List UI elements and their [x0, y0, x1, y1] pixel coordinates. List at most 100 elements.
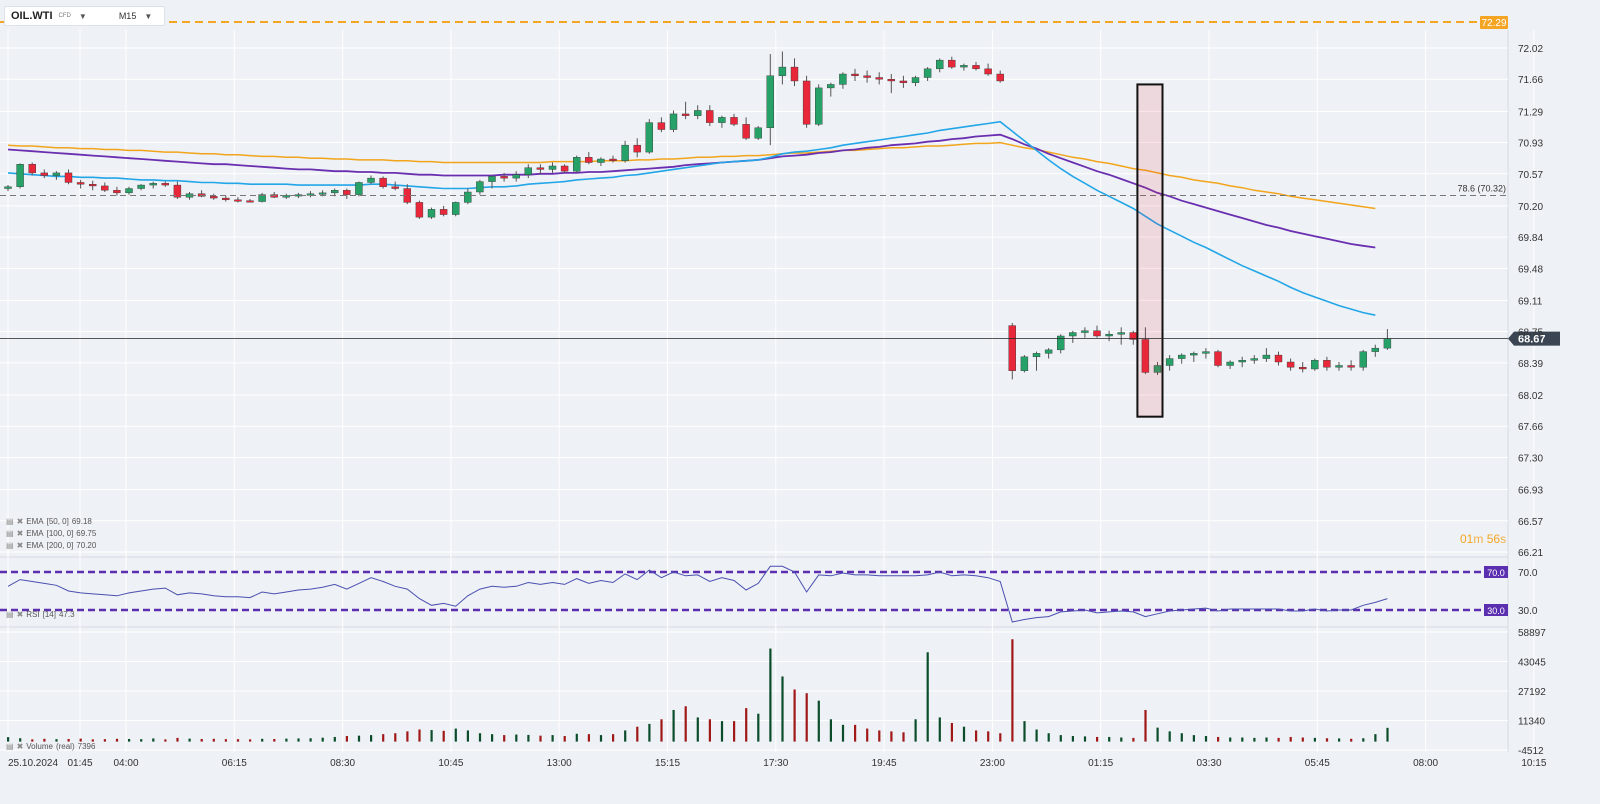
time-tick-label: 03:30: [1196, 758, 1221, 769]
rsi-panel: 70.0 30.0: [0, 565, 1508, 623]
candle-bearish: [1274, 354, 1283, 363]
volume-panel: [7, 639, 1389, 742]
candle-bullish: [1226, 361, 1234, 366]
candle-bearish: [1323, 360, 1331, 368]
volume-bar-bullish: [1071, 736, 1074, 742]
candle-bearish: [1093, 330, 1101, 337]
candle-bearish: [887, 79, 895, 82]
settings-icon[interactable]: ▤: [6, 610, 14, 619]
candle-bullish: [766, 75, 774, 129]
legend-ema100-params: [100, 0]: [46, 529, 74, 538]
volume-bar-bearish: [406, 731, 409, 742]
volume-bar-bearish: [987, 731, 990, 742]
candle-bullish: [923, 68, 932, 78]
volume-bar-bearish: [1011, 639, 1014, 742]
candle-bullish: [137, 184, 145, 189]
volume-bar-bearish: [902, 732, 905, 742]
volume-bar-bearish: [1217, 736, 1220, 742]
candlesticks: [4, 51, 1392, 380]
legend-rsi-params: [14]: [42, 610, 56, 619]
volume-bar-bearish: [636, 726, 639, 742]
volume-bar-bearish: [115, 738, 119, 742]
candle-bullish: [1359, 351, 1367, 368]
price-tick-label: 66.57: [1518, 517, 1543, 528]
legend-ema50[interactable]: ▤ ✖ EMA [50, 0] 69.18: [6, 517, 92, 526]
volume-bar-bearish: [224, 739, 227, 742]
candle-bearish: [972, 65, 980, 70]
legend-ema100[interactable]: ▤ ✖ EMA [100, 0] 69.75: [6, 529, 96, 538]
legend-volume[interactable]: ▤ ✖ Volume (real) 7396: [6, 742, 95, 751]
legend-ema200-value: 70.20: [76, 541, 97, 550]
volume-bar-bullish: [1386, 727, 1389, 742]
price-tick-label: 69.84: [1518, 233, 1543, 244]
rsi-oversold-badge-label: 30.0: [1487, 606, 1505, 616]
timeframe-select[interactable]: M15: [118, 11, 137, 21]
symbol-dropdown-icon[interactable]: ▼: [78, 11, 87, 21]
remove-icon[interactable]: ✖: [16, 610, 24, 619]
remove-icon[interactable]: ✖: [16, 529, 24, 538]
price-tick-label: 69.11: [1518, 296, 1543, 307]
volume-bar-bearish: [745, 708, 748, 742]
candle-bearish: [76, 182, 85, 185]
candle-bearish: [173, 184, 182, 198]
highlight-box: [1136, 83, 1164, 418]
volume-bar-bearish: [539, 735, 542, 742]
settings-icon[interactable]: ▤: [6, 529, 14, 538]
candle-bullish: [318, 192, 327, 195]
volume-bar-bullish: [454, 728, 457, 742]
candle-bullish: [778, 66, 787, 76]
candle-bearish: [439, 209, 448, 215]
volume-bar-bullish: [1229, 737, 1232, 742]
time-tick-label: 10:15: [1521, 758, 1546, 769]
volume-bar-bullish: [841, 724, 845, 742]
candle-bearish: [1286, 361, 1295, 368]
candle-bearish: [101, 185, 109, 191]
candle-bullish: [355, 182, 363, 195]
candle-bearish: [536, 167, 545, 170]
candle-bearish: [863, 75, 871, 78]
volume-bar-bullish: [285, 738, 288, 742]
candle-bullish: [827, 84, 835, 89]
candle-bullish: [282, 195, 290, 198]
time-tick-label: 23:00: [980, 758, 1005, 769]
candle-bullish: [1044, 349, 1053, 354]
volume-bar-bullish: [261, 738, 264, 742]
price-tick-label: 70.20: [1518, 202, 1543, 213]
legend-rsi[interactable]: ▤ ✖ RSI [14] 47.3: [6, 610, 75, 619]
symbol-toolbar: OIL.WTI CFD ▼ M15 ▼: [4, 6, 166, 26]
settings-icon[interactable]: ▤: [6, 742, 14, 751]
candle-bearish: [875, 77, 883, 80]
candle-bearish: [681, 113, 690, 116]
rsi-tick-label: 70.0: [1518, 568, 1538, 579]
timeframe-dropdown-icon[interactable]: ▼: [144, 11, 153, 21]
price-tick-label: 71.66: [1518, 75, 1543, 86]
settings-icon[interactable]: ▤: [6, 517, 14, 526]
remove-icon[interactable]: ✖: [16, 541, 24, 550]
countdown-minutes: 01: [1460, 532, 1474, 546]
time-tick-label: 08:00: [1413, 758, 1438, 769]
current-price-label: 68.67: [1518, 334, 1546, 346]
volume-tick-label: -4512: [1518, 746, 1544, 757]
legend-ema100-value: 69.75: [76, 529, 97, 538]
volume-bar-bearish: [793, 689, 796, 742]
candle-bearish: [633, 144, 641, 153]
volume-bar-bullish: [1313, 737, 1316, 742]
candle-bullish: [258, 194, 266, 202]
symbol-name[interactable]: OIL.WTI: [11, 10, 53, 22]
remove-icon[interactable]: ✖: [16, 742, 24, 751]
settings-icon[interactable]: ▤: [6, 541, 14, 550]
volume-bar-bearish: [418, 729, 421, 742]
legend-ema200[interactable]: ▤ ✖ EMA [200, 0] 70.20: [6, 541, 96, 550]
volume-bar-bearish: [503, 735, 506, 742]
candle-bullish: [1165, 358, 1174, 366]
volume-bar-bearish: [890, 731, 893, 742]
candle-bearish: [984, 68, 992, 75]
volume-bar-bullish: [769, 648, 772, 742]
volume-bar-bearish: [1350, 738, 1353, 742]
volume-bar-bullish: [297, 738, 300, 742]
time-tick-label: 15:15: [655, 758, 680, 769]
price-tick-label: 68.02: [1518, 391, 1543, 402]
remove-icon[interactable]: ✖: [16, 517, 24, 526]
